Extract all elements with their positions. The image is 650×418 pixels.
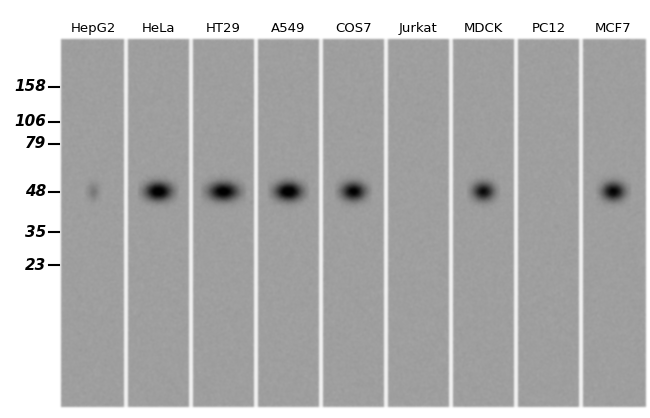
Text: HepG2: HepG2 [71,22,116,35]
Text: HT29: HT29 [206,22,241,35]
Text: 106: 106 [14,114,46,129]
Text: HeLa: HeLa [142,22,176,35]
Text: MDCK: MDCK [464,22,503,35]
Text: COS7: COS7 [335,22,372,35]
Text: 79: 79 [25,136,46,151]
Text: 23: 23 [25,258,46,273]
Text: 48: 48 [25,184,46,199]
Text: Jurkat: Jurkat [399,22,438,35]
Text: 35: 35 [25,225,46,240]
Text: 158: 158 [14,79,46,94]
Text: A549: A549 [271,22,306,35]
Text: MCF7: MCF7 [595,22,632,35]
Text: PC12: PC12 [532,22,566,35]
